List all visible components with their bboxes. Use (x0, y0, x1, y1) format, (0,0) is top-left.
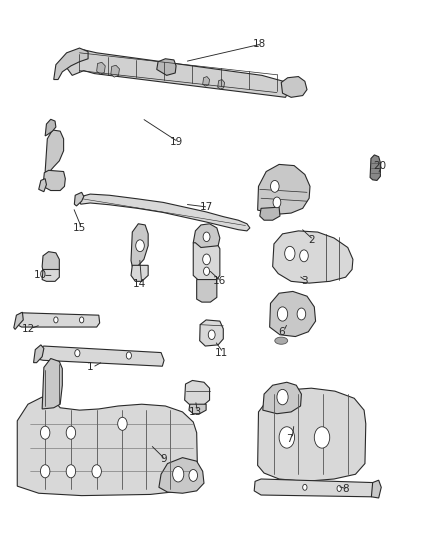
Polygon shape (54, 48, 88, 79)
Circle shape (189, 470, 198, 481)
Text: 20: 20 (374, 160, 386, 171)
Circle shape (337, 486, 341, 491)
Polygon shape (17, 397, 198, 496)
Polygon shape (42, 252, 59, 276)
Polygon shape (36, 346, 164, 366)
Text: 11: 11 (215, 348, 228, 358)
Polygon shape (281, 77, 307, 98)
Circle shape (40, 426, 50, 439)
Circle shape (271, 181, 279, 192)
Polygon shape (218, 79, 225, 89)
Circle shape (285, 246, 295, 261)
Circle shape (40, 465, 50, 478)
Text: 16: 16 (212, 276, 226, 286)
Polygon shape (272, 231, 353, 283)
Polygon shape (97, 62, 105, 74)
Polygon shape (258, 388, 366, 481)
Polygon shape (260, 207, 280, 220)
Circle shape (300, 250, 308, 262)
Text: 2: 2 (308, 235, 314, 245)
Polygon shape (45, 130, 64, 173)
Text: 12: 12 (21, 324, 35, 334)
Polygon shape (17, 313, 100, 327)
Circle shape (273, 197, 281, 208)
Text: 7: 7 (286, 434, 293, 443)
Circle shape (136, 240, 144, 252)
Circle shape (297, 308, 306, 320)
Polygon shape (111, 65, 120, 77)
Polygon shape (39, 179, 46, 192)
Polygon shape (159, 458, 204, 493)
Text: 1: 1 (87, 362, 94, 373)
Circle shape (66, 426, 76, 439)
Polygon shape (371, 480, 381, 498)
Circle shape (126, 352, 131, 359)
Polygon shape (131, 224, 148, 266)
Circle shape (75, 350, 80, 357)
Polygon shape (200, 320, 223, 346)
Circle shape (92, 465, 101, 478)
Polygon shape (193, 224, 220, 250)
Circle shape (277, 390, 288, 405)
Text: 15: 15 (73, 223, 86, 233)
Polygon shape (42, 359, 62, 409)
Circle shape (54, 317, 58, 323)
Polygon shape (74, 192, 84, 206)
Text: 8: 8 (343, 484, 349, 494)
Circle shape (66, 465, 76, 478)
Circle shape (204, 267, 209, 276)
Text: 3: 3 (301, 276, 308, 286)
Circle shape (203, 232, 210, 241)
Circle shape (277, 307, 288, 321)
Circle shape (279, 427, 294, 448)
Polygon shape (370, 155, 380, 181)
Circle shape (303, 484, 307, 490)
Text: 6: 6 (278, 327, 285, 337)
Text: 18: 18 (253, 39, 266, 49)
Polygon shape (42, 270, 59, 281)
Text: 17: 17 (199, 202, 213, 212)
Polygon shape (45, 119, 56, 136)
Polygon shape (34, 345, 44, 362)
Circle shape (173, 466, 184, 482)
Circle shape (314, 427, 330, 448)
Text: 13: 13 (189, 407, 202, 417)
Polygon shape (263, 382, 301, 414)
Ellipse shape (275, 337, 288, 344)
Polygon shape (14, 312, 23, 329)
Circle shape (80, 317, 84, 323)
Text: 14: 14 (133, 279, 146, 289)
Polygon shape (185, 381, 209, 406)
Circle shape (203, 254, 210, 265)
Polygon shape (189, 404, 206, 414)
Polygon shape (79, 194, 250, 231)
Polygon shape (258, 164, 310, 214)
Polygon shape (67, 50, 290, 98)
Polygon shape (157, 59, 176, 75)
Polygon shape (254, 479, 374, 497)
Polygon shape (43, 171, 65, 190)
Text: 19: 19 (170, 137, 183, 147)
Text: 10: 10 (34, 270, 47, 280)
Polygon shape (203, 77, 209, 86)
Polygon shape (270, 292, 315, 336)
Polygon shape (131, 265, 148, 281)
Polygon shape (197, 279, 217, 302)
Text: 9: 9 (160, 455, 166, 464)
Circle shape (208, 330, 215, 340)
Circle shape (118, 417, 127, 430)
Polygon shape (193, 243, 220, 281)
